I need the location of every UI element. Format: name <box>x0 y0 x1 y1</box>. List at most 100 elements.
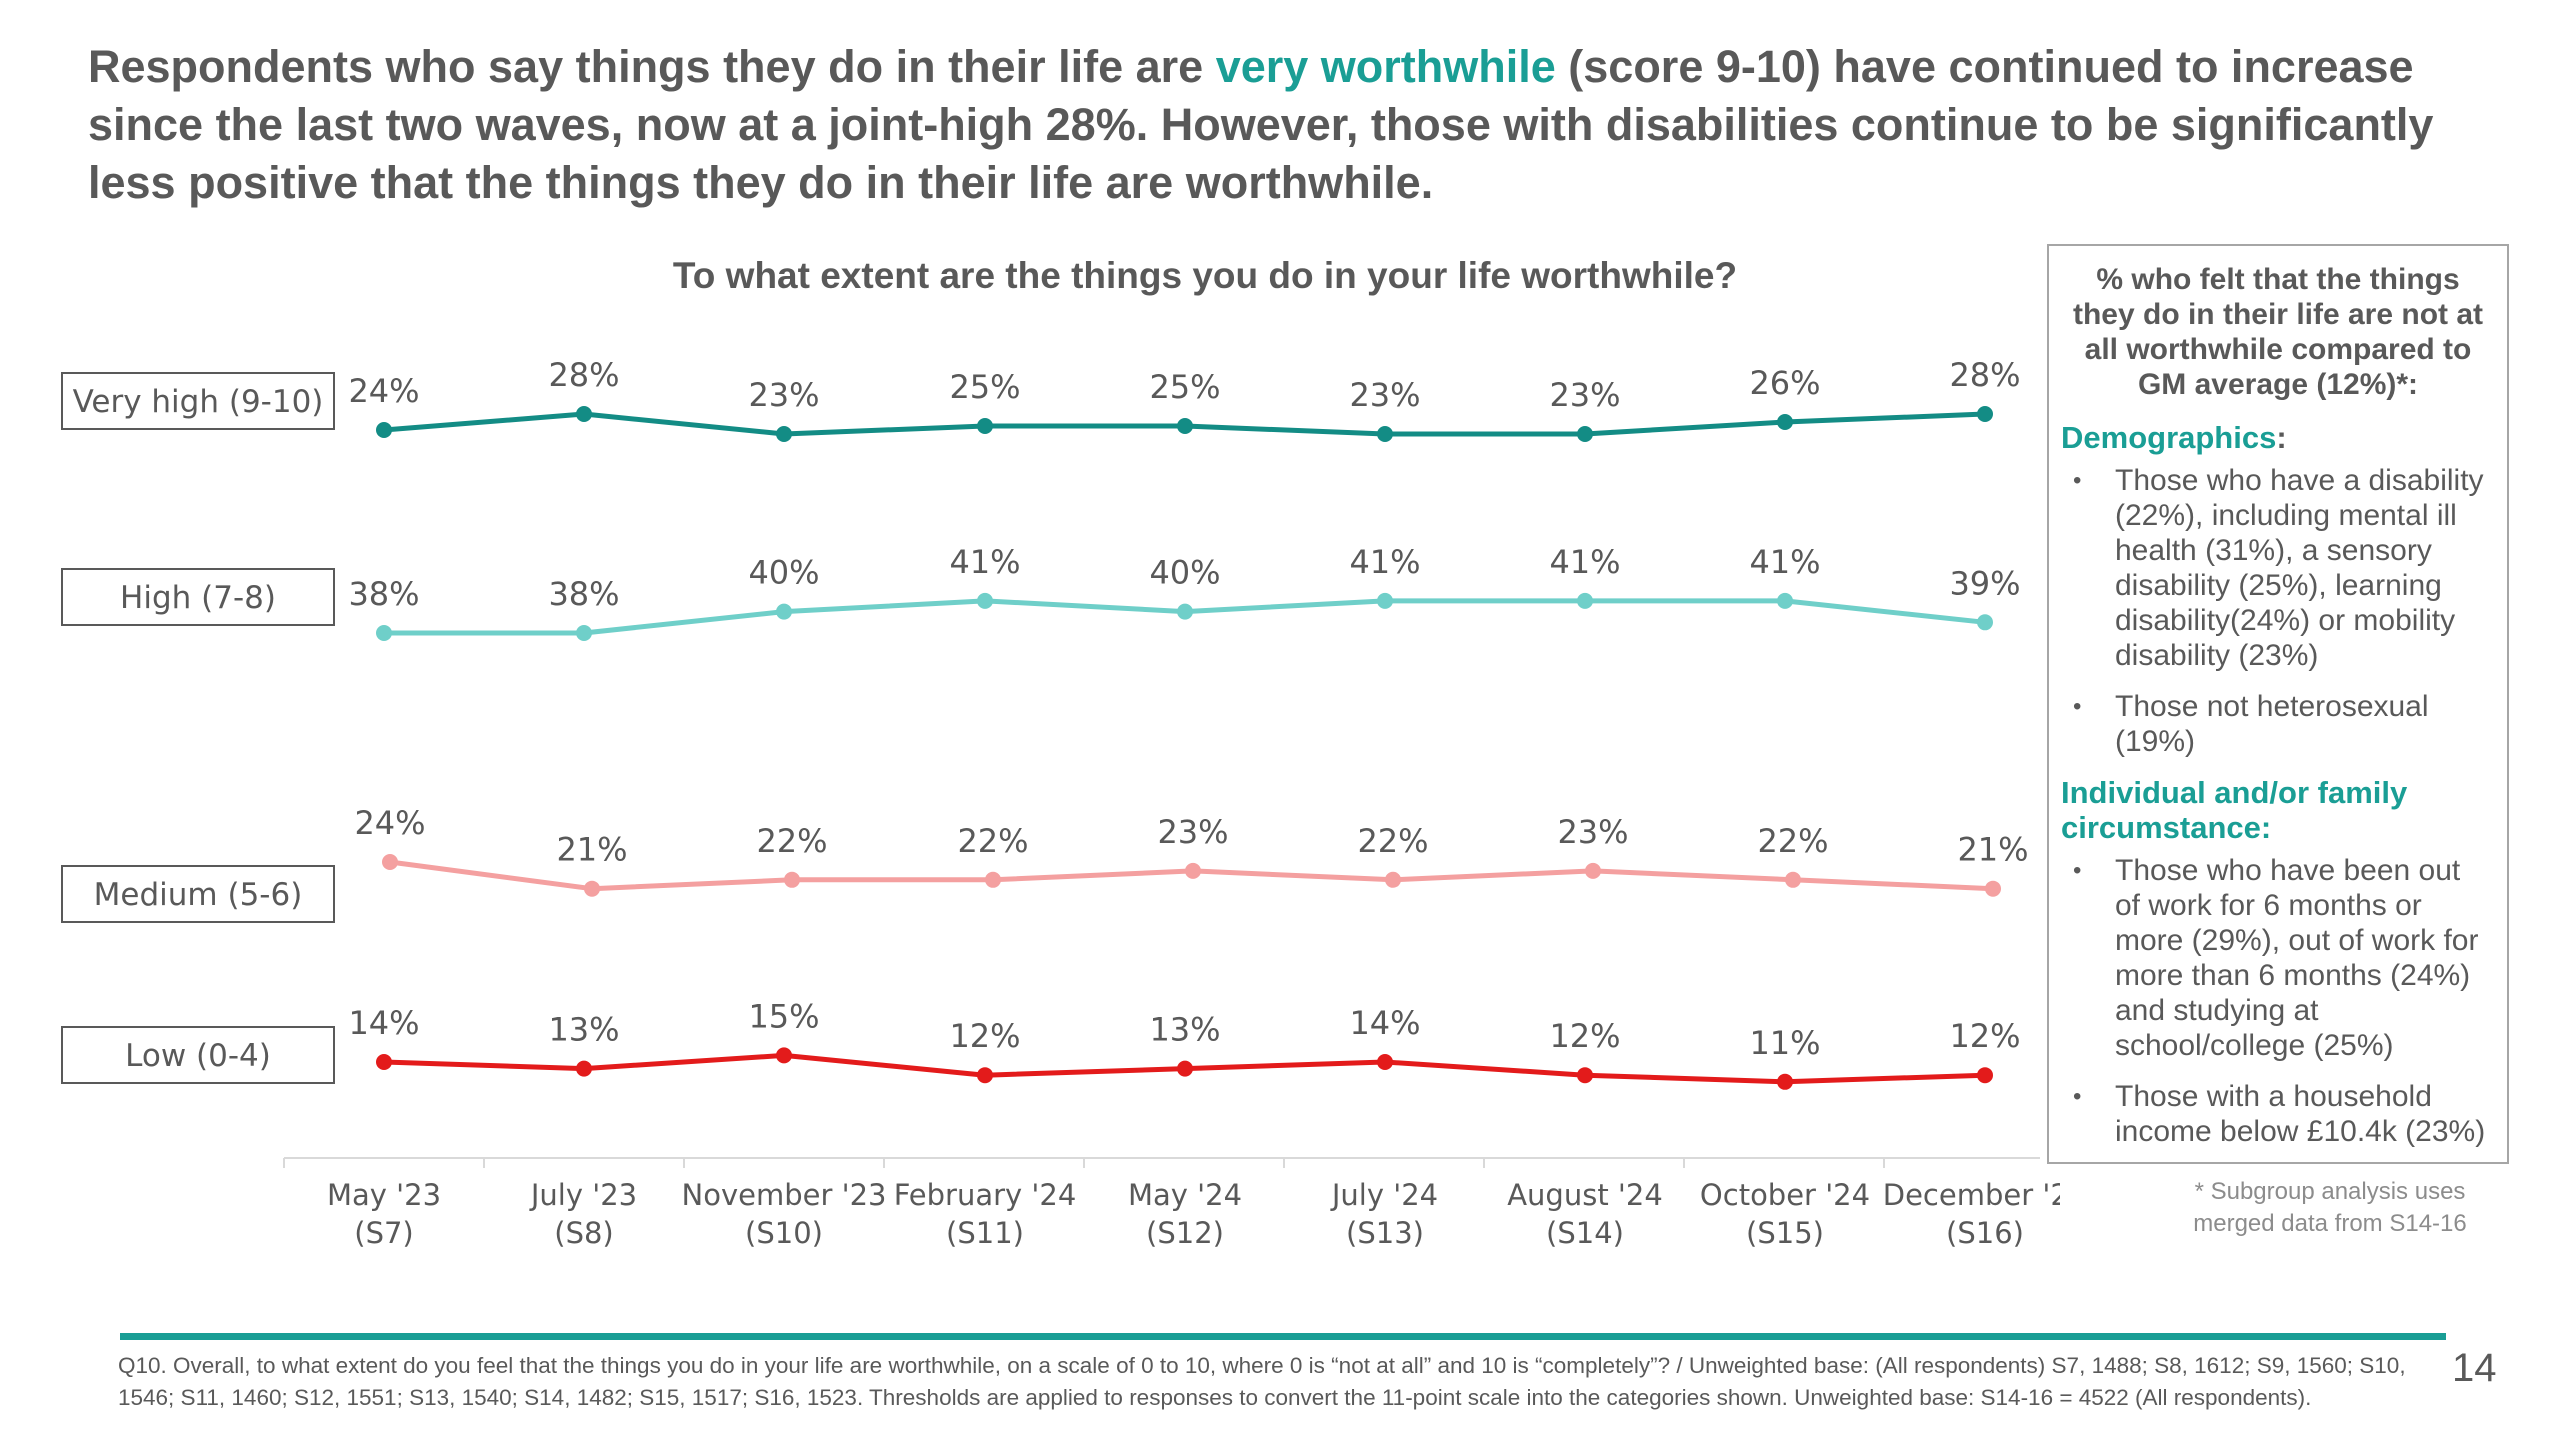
data-label: 14% <box>1349 1004 1420 1042</box>
data-label: 22% <box>1357 822 1428 860</box>
data-point <box>784 871 800 888</box>
data-label: 41% <box>1349 543 1420 581</box>
data-point <box>576 406 592 422</box>
legend-label: Medium (5-6) <box>94 877 303 913</box>
line-chart: To what extent are the things you do in … <box>61 255 2060 1250</box>
data-label: 41% <box>949 543 1020 581</box>
data-point <box>1985 880 2001 897</box>
list-item: Those not heterosexual (19%) <box>2067 689 2489 759</box>
headline-highlight: very worthwhile <box>1215 41 1556 92</box>
data-label: 41% <box>1749 543 1820 581</box>
data-point <box>1377 592 1393 609</box>
data-label: 23% <box>1349 376 1420 414</box>
data-point <box>1185 862 1201 879</box>
data-point <box>576 1060 592 1077</box>
legend-box <box>61 372 335 430</box>
data-point <box>1377 426 1393 442</box>
data-label: 22% <box>957 822 1028 860</box>
data-point <box>382 854 398 870</box>
headline-post: (score 9-10) have continued to increase … <box>88 41 2434 208</box>
x-tick-sublabel: (S7) <box>354 1216 414 1250</box>
data-label: 22% <box>1757 822 1828 860</box>
data-label: 14% <box>348 1004 419 1042</box>
section-heading-demographics: Demographics: <box>2061 420 2489 455</box>
x-tick-sublabel: (S12) <box>1146 1216 1224 1250</box>
data-point <box>1777 414 1793 430</box>
data-point <box>1777 1073 1793 1090</box>
circumstance-list: Those who have been out of work for 6 mo… <box>2067 853 2489 1149</box>
data-point <box>1977 614 1993 631</box>
page-number: 14 <box>2452 1346 2497 1390</box>
data-label: 38% <box>348 575 419 613</box>
x-tick-sublabel: (S8) <box>554 1216 614 1250</box>
data-point <box>1377 1054 1393 1070</box>
x-tick-label: August '24 <box>1507 1178 1663 1212</box>
data-label: 11% <box>1749 1024 1820 1062</box>
source-note: Q10. Overall, to what extent do you feel… <box>118 1353 2406 1410</box>
data-label: 23% <box>1557 813 1628 851</box>
data-point <box>1177 418 1193 434</box>
data-label: 21% <box>1957 831 2028 869</box>
data-point <box>977 592 993 609</box>
data-point <box>1977 1067 1993 1084</box>
data-point <box>1777 592 1793 609</box>
subgroup-panel: % who felt that the things they do in th… <box>2047 244 2509 1164</box>
data-label: 25% <box>1149 368 1220 406</box>
data-label: 40% <box>748 554 819 592</box>
data-label: 12% <box>1949 1017 2020 1055</box>
headline-pre: Respondents who say things they do in th… <box>88 41 1216 92</box>
x-tick-sublabel: (S11) <box>946 1216 1024 1250</box>
data-label: 38% <box>548 575 619 613</box>
data-label: 26% <box>1749 364 1820 402</box>
data-point <box>1585 862 1601 879</box>
list-item: Those who have a disability (22%), inclu… <box>2067 463 2489 673</box>
data-point <box>376 625 392 641</box>
subgroup-panel-title: % who felt that the things they do in th… <box>2072 263 2484 401</box>
data-point <box>776 603 792 620</box>
data-label: 22% <box>756 822 827 860</box>
legend-label: Very high (9-10) <box>73 384 324 420</box>
x-tick-label: July '24 <box>1330 1178 1438 1212</box>
x-tick-sublabel: (S16) <box>1946 1216 2024 1250</box>
data-label: 21% <box>556 831 627 869</box>
data-point <box>376 422 392 438</box>
x-tick-sublabel: (S15) <box>1746 1216 1824 1250</box>
data-label: 13% <box>548 1011 619 1049</box>
x-tick-label: May '24 <box>1128 1178 1242 1212</box>
page-headline: Respondents who say things they do in th… <box>88 38 2488 212</box>
data-point <box>584 880 600 897</box>
data-label: 12% <box>1549 1017 1620 1055</box>
data-label: 23% <box>748 376 819 414</box>
data-point <box>1577 426 1593 442</box>
footer-divider <box>120 1333 2446 1340</box>
data-point <box>576 625 592 641</box>
data-label: 23% <box>1157 813 1228 851</box>
x-tick-label: May '23 <box>327 1178 441 1212</box>
data-label: 28% <box>1949 356 2020 394</box>
x-tick-label: October '24 <box>1700 1178 1870 1212</box>
data-point <box>776 426 792 442</box>
data-point <box>1385 871 1401 888</box>
x-tick-sublabel: (S10) <box>745 1216 823 1250</box>
data-point <box>376 1054 392 1070</box>
data-label: 41% <box>1549 543 1620 581</box>
data-label: 28% <box>548 356 619 394</box>
x-tick-sublabel: (S14) <box>1546 1216 1624 1250</box>
legend-box <box>61 865 335 923</box>
x-tick-label: December '24 <box>1883 1178 2060 1212</box>
legend-label: Low (0-4) <box>125 1038 271 1074</box>
section-heading-circumstance: Individual and/or family circumstance: <box>2061 775 2408 845</box>
subgroup-note: * Subgroup analysis uses merged data fro… <box>2193 1178 2467 1237</box>
list-item: Those who have been out of work for 6 mo… <box>2067 853 2489 1063</box>
data-label: 24% <box>348 372 419 410</box>
x-tick-label: November '23 <box>682 1178 887 1212</box>
data-label: 40% <box>1149 554 1220 592</box>
x-tick-label: July '23 <box>529 1178 637 1212</box>
data-label: 15% <box>748 997 819 1035</box>
data-point <box>776 1047 792 1064</box>
x-tick-sublabel: (S13) <box>1346 1216 1424 1250</box>
data-label: 25% <box>949 368 1020 406</box>
data-label: 39% <box>1949 564 2020 602</box>
data-point <box>1577 592 1593 609</box>
list-item: Those with a household income below £10.… <box>2067 1079 2489 1149</box>
